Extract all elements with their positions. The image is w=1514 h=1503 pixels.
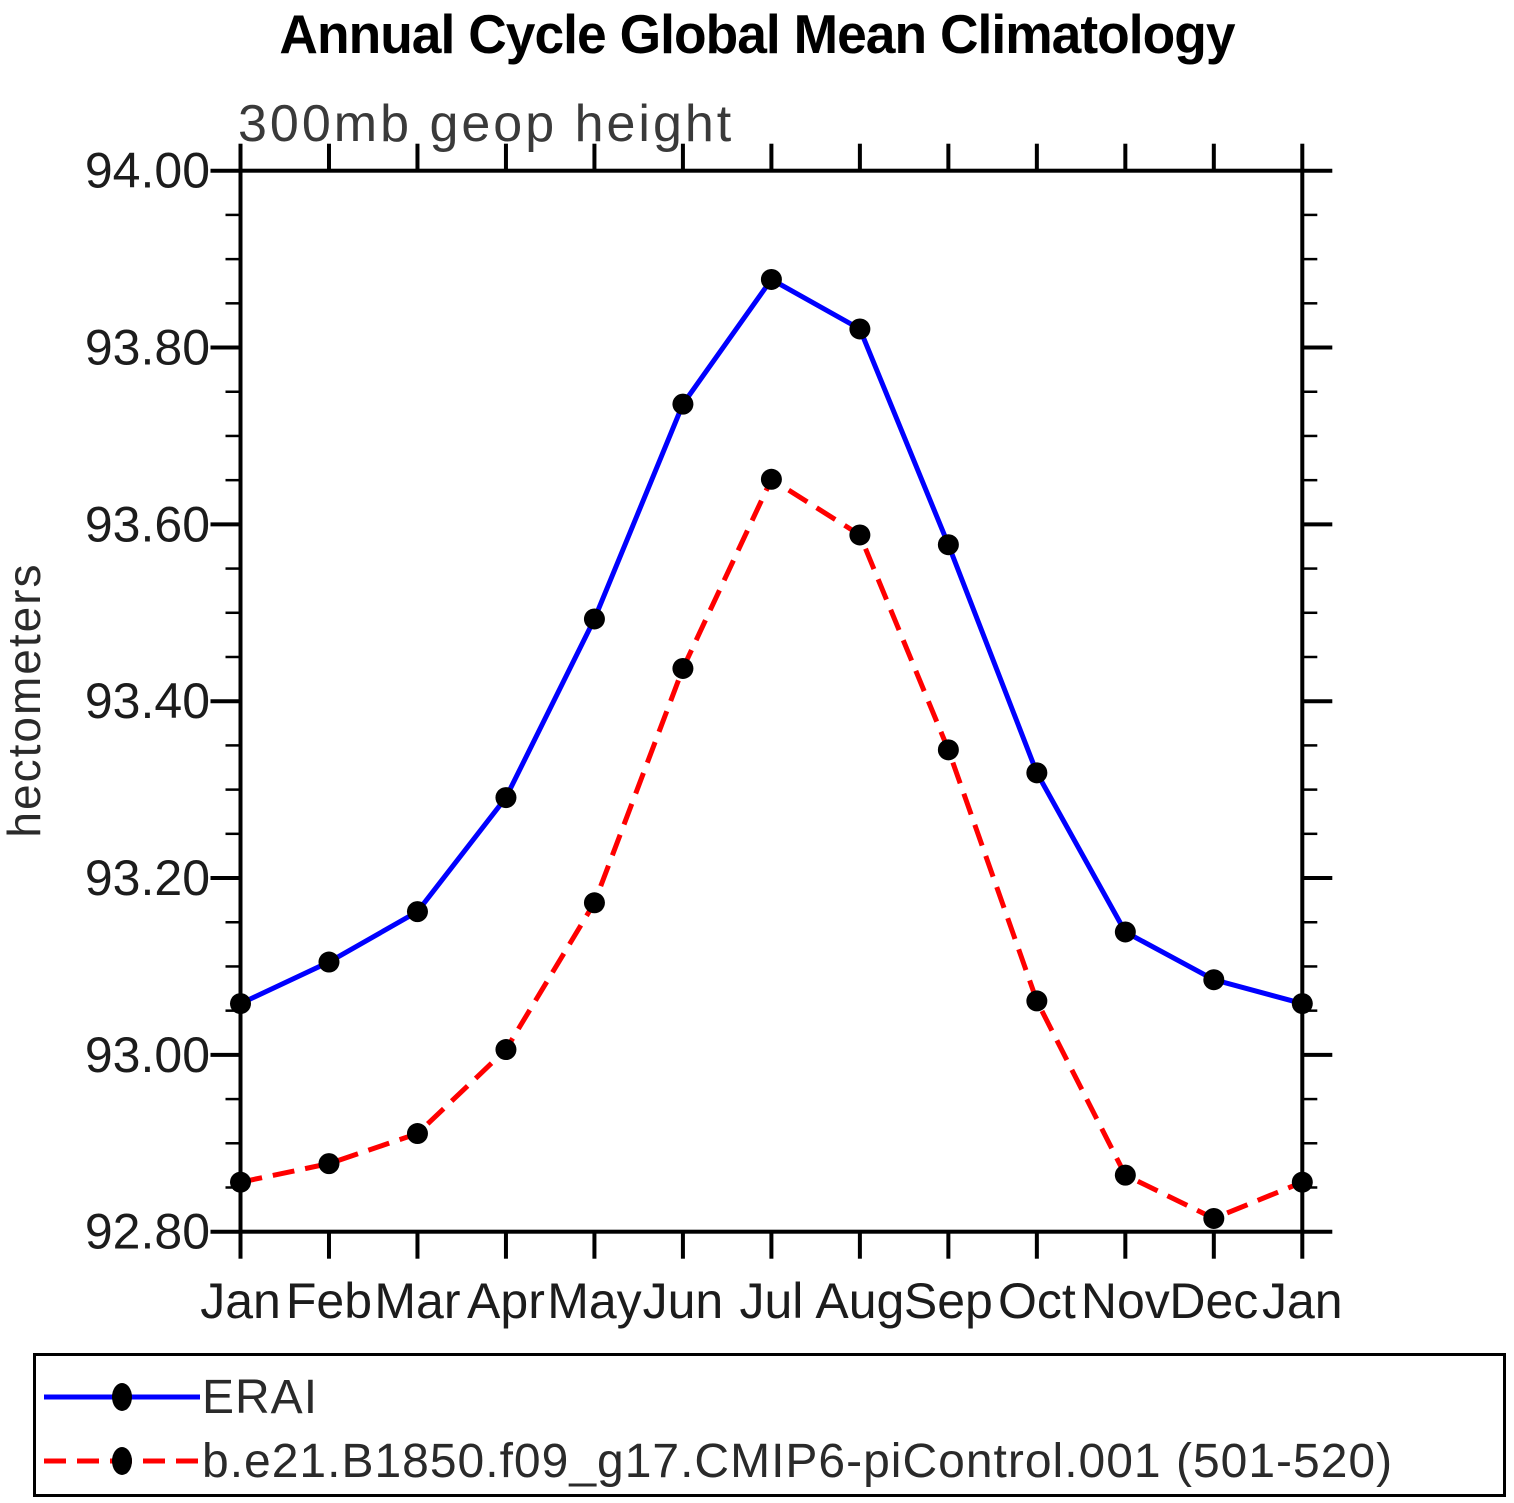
data-point-marker: [230, 1171, 251, 1193]
data-point-marker: [849, 524, 871, 546]
legend-item-erai: ERAI: [42, 1370, 319, 1424]
axis-frame: [238, 168, 1305, 1234]
data-point-marker: [1203, 1207, 1225, 1229]
y-axis-title: hectometers: [0, 562, 50, 838]
legend-line-dashed-icon: [44, 1447, 200, 1475]
data-point-marker: [495, 1039, 517, 1061]
data-point-marker: [318, 1153, 340, 1175]
series-line-0: [239, 276, 1303, 1006]
x-tick-label: Sep: [904, 1273, 993, 1329]
data-point-marker: [760, 468, 782, 490]
data-point-marker: [937, 534, 959, 556]
y-tick-label: 93.40: [85, 673, 210, 729]
chart-subtitle: 300mb geop height: [238, 95, 735, 153]
y-tick-label: 94.00: [85, 143, 210, 199]
data-point-marker: [672, 657, 694, 679]
x-tick-label: Jan: [1262, 1273, 1343, 1329]
data-point-marker: [318, 951, 340, 973]
x-tick-label: Apr: [467, 1273, 545, 1329]
x-tick-label: Feb: [286, 1273, 372, 1329]
data-point-marker: [406, 901, 428, 923]
chart-title: Annual Cycle Global Mean Climatology: [279, 3, 1235, 65]
legend-item-model: b.e21.B1850.f09_g17.CMIP6-piControl.001 …: [42, 1434, 1394, 1488]
data-point-marker: [1114, 1164, 1136, 1186]
data-point-marker: [406, 1123, 428, 1145]
x-tick-label: Dec: [1169, 1273, 1258, 1329]
y-tick-label: 92.80: [85, 1204, 210, 1260]
data-point-marker: [672, 393, 694, 415]
legend-label: ERAI: [202, 1370, 319, 1424]
data-point-marker: [1291, 993, 1313, 1015]
x-tick-label: May: [547, 1273, 641, 1329]
legend: ERAI b.e21.B1850.f09_g17.CMIP6-piControl…: [33, 1353, 1506, 1497]
x-tick-label: Aug: [815, 1273, 904, 1329]
data-point-marker: [1026, 762, 1048, 784]
data-point-marker: [760, 268, 782, 290]
legend-line-solid-icon: [44, 1383, 200, 1411]
y-tick-label: 93.20: [85, 850, 210, 906]
data-point-marker: [583, 892, 605, 914]
x-tick-label: Jun: [643, 1273, 724, 1329]
legend-label: b.e21.B1850.f09_g17.CMIP6-piControl.001 …: [202, 1434, 1394, 1488]
x-tick-label: Oct: [998, 1273, 1076, 1329]
data-point-marker: [1203, 969, 1225, 991]
data-point-marker: [937, 739, 959, 761]
data-point-marker: [1291, 1171, 1313, 1193]
x-tick-label: Mar: [374, 1273, 460, 1329]
data-point-marker: [495, 787, 517, 809]
data-point-marker: [230, 993, 251, 1015]
data-point-marker: [1026, 990, 1048, 1012]
data-point-marker: [849, 318, 871, 340]
data-point-marker: [583, 608, 605, 630]
data-point-marker: [1114, 921, 1136, 943]
x-tick-label: Jul: [739, 1273, 803, 1329]
series-line-1: [239, 475, 1304, 1222]
y-tick-label: 93.60: [85, 496, 210, 552]
x-tick-label: Jan: [200, 1273, 281, 1329]
y-tick-label: 93.80: [85, 320, 210, 376]
x-tick-label: Nov: [1081, 1273, 1170, 1329]
y-tick-label: 93.00: [85, 1027, 210, 1083]
